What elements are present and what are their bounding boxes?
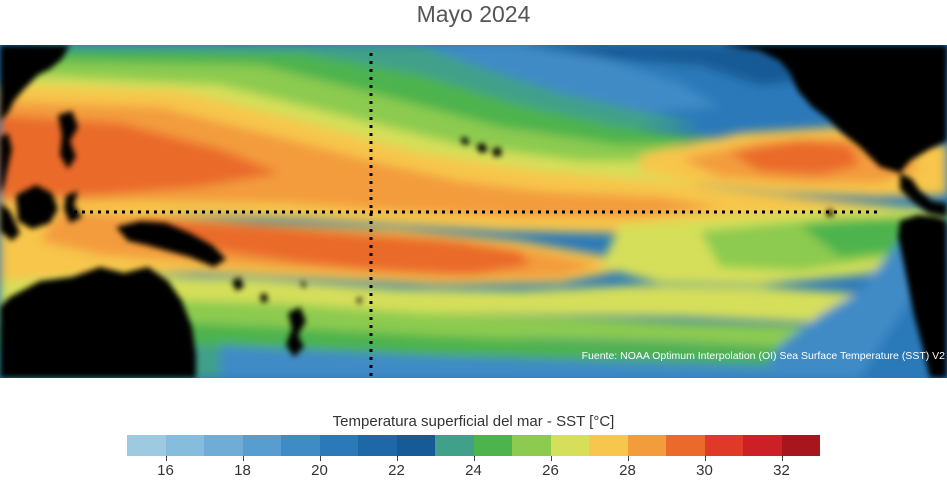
colorbar-segment: [165, 435, 204, 456]
colorbar-segment: [435, 435, 474, 456]
colorbar: [127, 435, 820, 456]
new-guinea-land: [116, 221, 226, 267]
asia-land: [0, 45, 70, 121]
colorbar-segment: [550, 435, 589, 456]
colorbar-tick-label: 32: [773, 462, 790, 479]
colorbar-segment: [512, 435, 551, 456]
colorbar-segment: [589, 435, 628, 456]
source-caption: Fuente: NOAA Optimum Interpolation (OI) …: [581, 350, 945, 362]
colorbar-tick-label: 30: [696, 462, 713, 479]
colorbar-tick-label: 26: [542, 462, 559, 479]
colorbar-segment: [473, 435, 512, 456]
colorbar-segment: [396, 435, 435, 456]
colorbar-segment: [127, 435, 166, 456]
colorbar-segment: [704, 435, 743, 456]
north-america-land: [720, 45, 947, 173]
colorbar-tick: [165, 456, 167, 461]
colorbar-tick-label: 18: [234, 462, 251, 479]
australia-land: [0, 267, 196, 378]
south-america-land: [898, 215, 947, 378]
colorbar-tick: [550, 456, 552, 461]
colorbar-tick-label: 20: [311, 462, 328, 479]
colorbar-title: Temperatura superficial del mar - SST [°…: [332, 413, 615, 430]
land-masses: [0, 45, 947, 378]
sst-map: [0, 45, 947, 378]
colorbar-tick: [319, 456, 321, 461]
colorbar-segment: [781, 435, 820, 456]
colorbar-tick: [704, 456, 706, 461]
colorbar-segment: [242, 435, 281, 456]
colorbar-segment: [204, 435, 243, 456]
colorbar-tick-label: 24: [465, 462, 482, 479]
colorbar-tick-label: 28: [619, 462, 636, 479]
colorbar-tick: [627, 456, 629, 461]
colorbar-segment: [666, 435, 705, 456]
colorbar-segment: [281, 435, 320, 456]
colorbar-tick: [242, 456, 244, 461]
colorbar-tick-label: 16: [157, 462, 174, 479]
colorbar-segment: [319, 435, 358, 456]
sst-band-north-cool: [0, 45, 947, 85]
map-title: Mayo 2024: [416, 1, 531, 27]
colorbar-tick: [473, 456, 475, 461]
colorbar-segment: [358, 435, 397, 456]
colorbar-tick-label: 22: [388, 462, 405, 479]
colorbar-labels: 16 18 20 22 24 26 28 30 32: [127, 462, 820, 480]
sst-field: [0, 45, 947, 378]
colorbar-segment: [743, 435, 782, 456]
colorbar-tick: [396, 456, 398, 461]
colorbar-tick: [781, 456, 783, 461]
colorbar-segment: [627, 435, 666, 456]
colorbar-ticks: [127, 456, 820, 462]
